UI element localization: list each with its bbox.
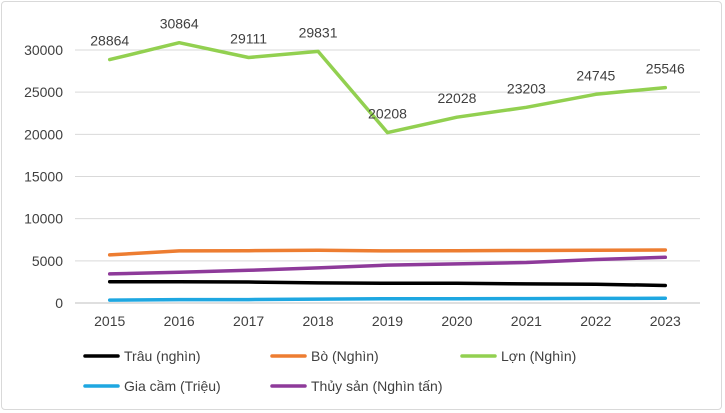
legend-label: Lợn (Nghìn) bbox=[501, 348, 576, 364]
data-labels: 28864 30864 29111 29831 20208 22028 23203 24745… bbox=[90, 16, 685, 122]
data-label: 20208 bbox=[368, 106, 407, 122]
y-tick-label: 25000 bbox=[24, 84, 63, 100]
data-label: 24745 bbox=[576, 67, 615, 83]
y-axis-ticks: 0 5000 10000 15000 20000 25000 30000 bbox=[24, 42, 63, 311]
series-line-4 bbox=[107, 255, 668, 276]
y-tick-label: 15000 bbox=[24, 169, 63, 185]
legend-label: Gia cầm (Triệu) bbox=[124, 378, 221, 394]
legend-label: Bò (Nghìn) bbox=[311, 348, 379, 364]
x-tick-label: 2019 bbox=[372, 313, 403, 329]
series-line-0 bbox=[107, 279, 668, 288]
x-tick-label: 2015 bbox=[94, 313, 125, 329]
y-tick-label: 0 bbox=[55, 295, 63, 311]
data-label: 23203 bbox=[507, 80, 546, 96]
x-tick-label: 2020 bbox=[441, 313, 472, 329]
legend-item: Lợn (Nghìn) bbox=[460, 348, 576, 364]
y-tick-label: 5000 bbox=[32, 253, 63, 269]
data-label: 29111 bbox=[230, 30, 267, 46]
data-label: 22028 bbox=[437, 90, 476, 106]
series-line-1 bbox=[107, 248, 668, 257]
x-tick-label: 2021 bbox=[511, 313, 542, 329]
x-tick-label: 2022 bbox=[580, 313, 611, 329]
data-label: 28864 bbox=[90, 33, 129, 49]
y-tick-label: 20000 bbox=[24, 126, 63, 142]
data-label: 25546 bbox=[646, 61, 685, 77]
x-axis-ticks: 2015 2016 2017 2018 2019 2020 2021 2022 2023 bbox=[94, 313, 681, 329]
legend-item: Thủy sản (Nghìn tấn) bbox=[270, 378, 443, 394]
x-tick-label: 2018 bbox=[302, 313, 333, 329]
legend-item: Trâu (nghìn) bbox=[83, 348, 201, 364]
data-label: 30864 bbox=[160, 16, 199, 32]
y-tick-label: 30000 bbox=[24, 42, 63, 58]
series-lines bbox=[107, 40, 668, 302]
legend-label: Trâu (nghìn) bbox=[124, 348, 201, 364]
series-line-2 bbox=[107, 40, 668, 135]
series-line-3 bbox=[107, 296, 668, 302]
data-label: 29831 bbox=[299, 24, 338, 40]
legend-item: Bò (Nghìn) bbox=[270, 348, 379, 364]
legend: Trâu (nghìn) Bò (Nghìn) Lợn (Nghìn) Gia cầm… bbox=[83, 348, 576, 394]
legend-item: Gia cầm (Triệu) bbox=[83, 378, 221, 394]
legend-label: Thủy sản (Nghìn tấn) bbox=[311, 378, 443, 394]
x-tick-label: 2016 bbox=[164, 313, 195, 329]
y-tick-label: 10000 bbox=[24, 211, 63, 227]
x-tick-label: 2023 bbox=[650, 313, 681, 329]
x-tick-label: 2017 bbox=[233, 313, 264, 329]
